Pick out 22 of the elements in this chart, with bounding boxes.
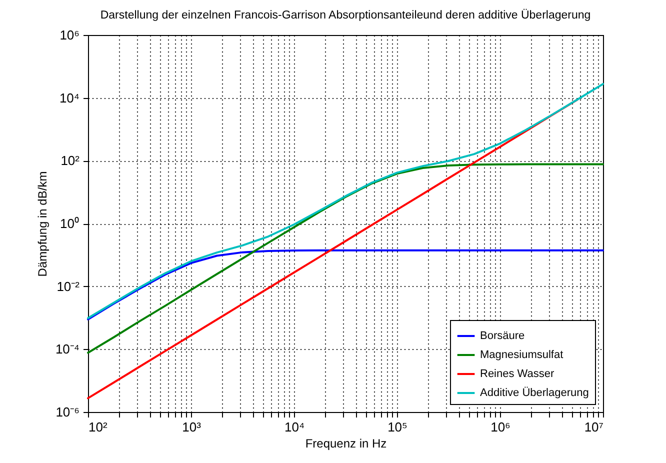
x-tick-label: 10⁴ (284, 420, 305, 434)
y-axis-title: Dämpfung in dB/km (35, 171, 50, 277)
line-series (87, 82, 604, 320)
y-tick-label: 10⁻² (56, 278, 80, 294)
line-series (87, 249, 604, 320)
y-tick-label: 10² (60, 153, 80, 168)
y-tick-label: 10⁴ (59, 90, 80, 106)
legend-label: Reines Wasser (480, 368, 555, 380)
x-tick-label: 10⁶ (490, 420, 510, 434)
chart-title: Darstellung der einzelnen Francois-Garrison Absorptionsanteileund deren additive Überlagerung (100, 8, 591, 22)
legend-label: Borsäure (480, 330, 525, 342)
x-tick-label: 10² (88, 420, 108, 434)
y-tick-label: 10⁰ (60, 216, 80, 231)
legend-label: Magnesiumsulfat (480, 349, 564, 361)
y-tick-label: 10⁻⁴ (55, 342, 80, 357)
x-axis-title: Frequenz in Hz (305, 436, 387, 450)
x-tick-label: 10³ (182, 420, 202, 434)
legend-label: Additive Überlagerung (480, 386, 589, 399)
x-tick-label: 10⁵ (388, 420, 408, 434)
y-tick-label: 10⁻⁶ (56, 404, 80, 420)
y-tick-label: 10⁶ (60, 28, 80, 42)
x-tick-label: 10⁷ (584, 420, 604, 434)
